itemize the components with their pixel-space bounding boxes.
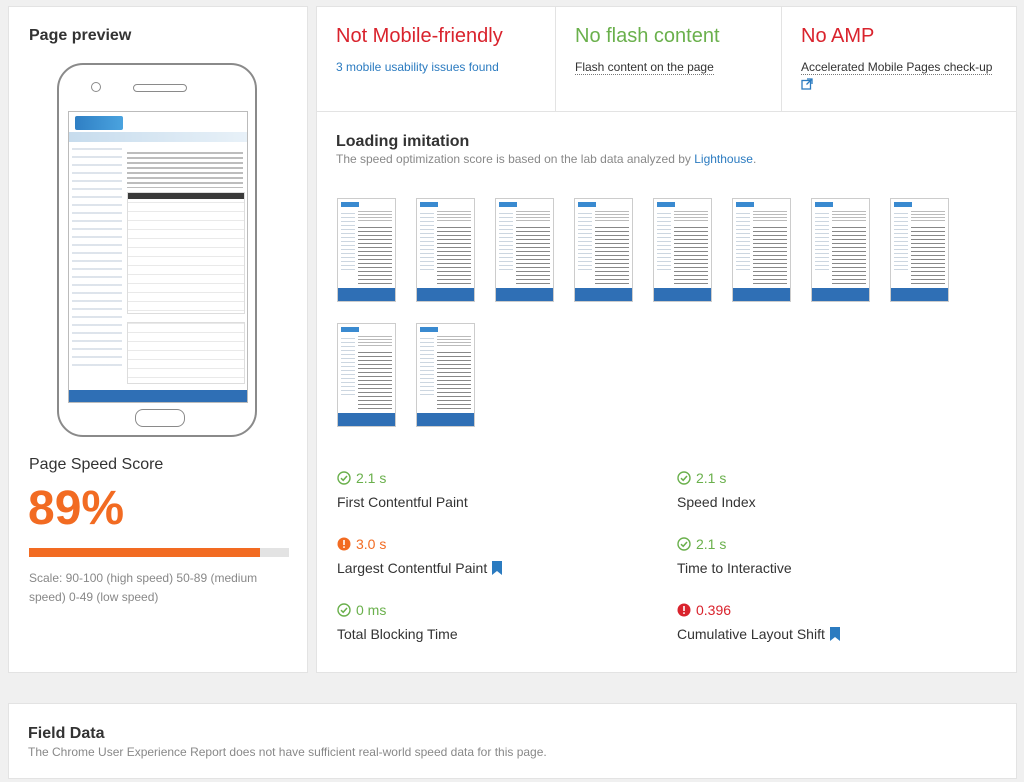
metric-item: 2.1 s Time to Interactive <box>677 536 792 576</box>
metric-value-text: 3.0 s <box>356 536 387 552</box>
flash-content-link[interactable]: Flash content on the page <box>575 60 714 75</box>
page-preview-card: Page preview Page Speed Score 89% Scale:… <box>8 6 308 673</box>
page-screenshot <box>68 111 248 403</box>
check-circle-icon <box>337 471 351 485</box>
loading-frame-thumbnail <box>416 198 475 302</box>
metric-label: Speed Index <box>677 494 756 510</box>
field-data-card: Field Data The Chrome User Experience Re… <box>8 703 1017 779</box>
metric-label-text: Speed Index <box>677 494 756 510</box>
loading-frame-thumbnail <box>495 198 554 302</box>
metric-value-text: 0 ms <box>356 602 387 618</box>
phone-mockup <box>57 63 257 437</box>
alert-circle-icon <box>677 603 691 617</box>
metric-item: 2.1 s First Contentful Paint <box>337 470 468 510</box>
metric-value-text: 2.1 s <box>696 536 727 552</box>
site-inbox-list <box>127 192 245 314</box>
metric-label: Cumulative Layout Shift <box>677 626 840 642</box>
score-scale-text: Scale: 90-100 (high speed) 50-89 (medium… <box>29 571 258 604</box>
page-speed-score-value: 89% <box>28 482 125 535</box>
metric-label: Largest Contentful Paint <box>337 560 503 576</box>
site-logo <box>75 116 123 130</box>
metric-value: 2.1 s <box>677 536 792 552</box>
metric-label: Total Blocking Time <box>337 626 458 642</box>
loading-frame-thumbnail <box>732 198 791 302</box>
check-amp-title: No AMP <box>801 25 875 47</box>
loading-frame-thumbnail <box>653 198 712 302</box>
check-flash: No flash content Flash content on the pa… <box>555 7 781 111</box>
loading-frame-thumbnail <box>337 323 396 427</box>
metric-value: 3.0 s <box>337 536 502 552</box>
field-data-subtitle: The Chrome User Experience Report does n… <box>28 745 547 759</box>
score-progress-bar <box>29 548 289 557</box>
metric-value-text: 0.396 <box>696 602 732 618</box>
amp-checkup-link[interactable]: Accelerated Mobile Pages check-up <box>801 60 993 75</box>
metric-label: Time to Interactive <box>677 560 792 576</box>
loading-subtitle-text: The speed optimization score is based on… <box>336 152 691 166</box>
site-inbox-list-2 <box>127 322 245 384</box>
metric-value-text: 2.1 s <box>696 470 727 486</box>
check-amp-sub-wrap: Accelerated Mobile Pages check-up <box>801 58 996 94</box>
site-header-band <box>69 132 247 142</box>
page-preview-title: Page preview <box>29 27 132 44</box>
bookmark-icon[interactable] <box>492 561 503 575</box>
metric-label-text: Time to Interactive <box>677 560 792 576</box>
phone-home-button-icon <box>135 409 185 427</box>
metric-label-text: Largest Contentful Paint <box>337 560 488 576</box>
analysis-card: Not Mobile-friendly 3 mobile usability i… <box>316 6 1017 673</box>
check-circle-icon <box>677 537 691 551</box>
metric-label-text: Total Blocking Time <box>337 626 458 642</box>
metric-value: 0 ms <box>337 602 458 618</box>
loading-imitation-title: Loading imitation <box>336 133 470 150</box>
loading-imitation-subtitle: The speed optimization score is based on… <box>336 152 756 166</box>
check-circle-icon <box>677 471 691 485</box>
site-sidebar-nav <box>72 148 122 368</box>
metric-value: 2.1 s <box>677 470 756 486</box>
check-mobile-title: Not Mobile-friendly <box>336 25 503 47</box>
loading-subtitle-suffix: . <box>752 152 757 166</box>
metric-item: 0.396 Cumulative Layout Shift <box>677 602 840 642</box>
lighthouse-link[interactable]: Lighthouse <box>694 152 753 166</box>
check-flash-sub-wrap: Flash content on the page <box>575 58 714 76</box>
metric-label-text: First Contentful Paint <box>337 494 468 510</box>
external-link-icon[interactable] <box>801 78 813 90</box>
alert-circle-icon <box>337 537 351 551</box>
checks-row: Not Mobile-friendly 3 mobile usability i… <box>317 7 1016 112</box>
check-flash-title: No flash content <box>575 25 720 47</box>
loading-frame-thumbnail <box>574 198 633 302</box>
metric-item: 3.0 s Largest Contentful Paint <box>337 536 503 576</box>
metric-value-text: 2.1 s <box>356 470 387 486</box>
check-circle-icon <box>337 603 351 617</box>
bookmark-icon[interactable] <box>829 627 840 641</box>
metric-item: 2.1 s Speed Index <box>677 470 756 510</box>
loading-frame-thumbnail <box>811 198 870 302</box>
metric-label-text: Cumulative Layout Shift <box>677 626 825 642</box>
metric-label: First Contentful Paint <box>337 494 468 510</box>
phone-camera-icon <box>91 82 101 92</box>
mobile-issues-link[interactable]: 3 mobile usability issues found <box>336 60 499 74</box>
phone-speaker-icon <box>133 84 187 92</box>
site-intro-text <box>127 152 243 188</box>
metric-value: 2.1 s <box>337 470 468 486</box>
loading-frame-thumbnail <box>337 198 396 302</box>
site-cookie-banner <box>69 390 247 402</box>
field-data-title: Field Data <box>28 725 105 742</box>
check-amp: No AMP Accelerated Mobile Pages check-up <box>781 7 1018 111</box>
loading-frame-thumbnail <box>890 198 949 302</box>
metric-value: 0.396 <box>677 602 840 618</box>
metric-item: 0 ms Total Blocking Time <box>337 602 458 642</box>
loading-frame-thumbnail <box>416 323 475 427</box>
score-progress-fill <box>29 548 261 557</box>
check-mobile-friendly: Not Mobile-friendly 3 mobile usability i… <box>317 7 555 111</box>
page-speed-score-title: Page Speed Score <box>29 456 164 473</box>
